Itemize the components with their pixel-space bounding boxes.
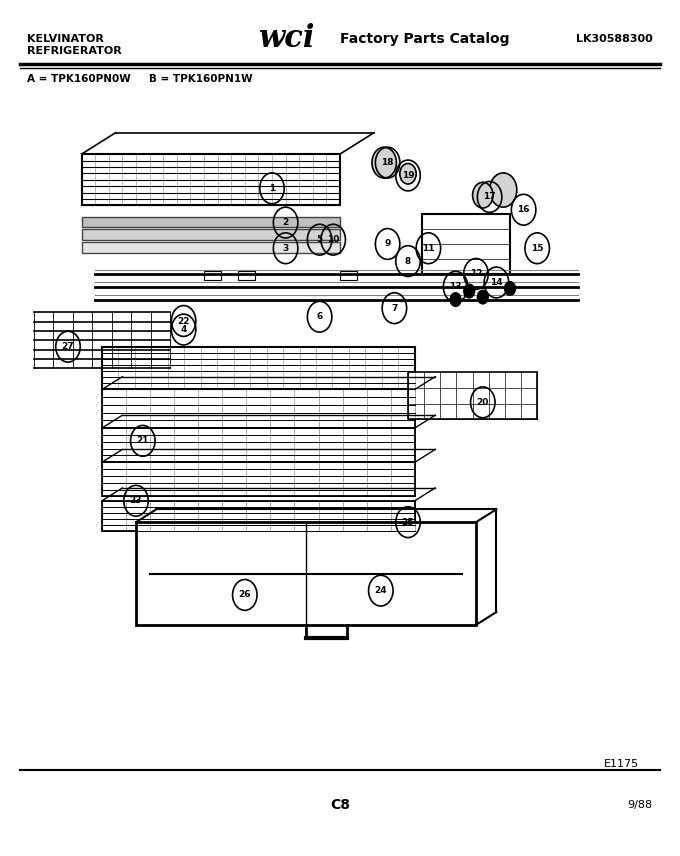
Text: 1: 1 (269, 184, 275, 193)
Text: 24: 24 (375, 586, 387, 595)
Text: 21: 21 (137, 437, 149, 445)
Bar (82, 242, 340, 253)
Bar (408, 372, 537, 419)
Text: wci: wci (258, 23, 315, 54)
Bar (82, 154, 340, 205)
Text: 9: 9 (384, 240, 391, 248)
Text: 16: 16 (517, 205, 530, 214)
Text: 6: 6 (316, 312, 323, 321)
Text: 12: 12 (470, 270, 482, 278)
Circle shape (473, 182, 493, 208)
Text: A = TPK160PN0W     B = TPK160PN1W: A = TPK160PN0W B = TPK160PN1W (27, 74, 253, 84)
Bar (82, 229, 340, 240)
Text: 2: 2 (282, 218, 289, 227)
Bar (204, 271, 221, 280)
Bar (102, 501, 415, 531)
Text: 3: 3 (282, 244, 289, 253)
Bar (102, 389, 415, 428)
Text: 15: 15 (531, 244, 543, 253)
Text: 8: 8 (405, 257, 411, 265)
Bar (422, 214, 510, 274)
Text: 9/88: 9/88 (628, 800, 653, 810)
Bar (102, 347, 415, 389)
Text: 19: 19 (402, 171, 414, 180)
Text: 13: 13 (449, 282, 462, 291)
Text: 10: 10 (327, 235, 339, 244)
Circle shape (450, 293, 461, 306)
Circle shape (477, 290, 488, 304)
Text: 4: 4 (180, 325, 187, 334)
Text: 23: 23 (130, 496, 142, 505)
Text: 17: 17 (483, 193, 496, 201)
Text: E1175: E1175 (604, 758, 639, 769)
Circle shape (490, 173, 517, 207)
Text: Factory Parts Catalog: Factory Parts Catalog (340, 32, 509, 45)
Text: 11: 11 (422, 244, 435, 253)
Circle shape (400, 163, 416, 184)
Text: LK30588300: LK30588300 (576, 33, 653, 44)
Text: 22: 22 (177, 317, 190, 325)
Text: C8: C8 (330, 798, 350, 811)
Text: 20: 20 (477, 398, 489, 407)
Text: 7: 7 (391, 304, 398, 312)
Text: REFRIGERATOR: REFRIGERATOR (27, 45, 122, 56)
Text: 18: 18 (381, 158, 394, 167)
Bar (102, 428, 415, 462)
Text: KELVINATOR: KELVINATOR (27, 33, 104, 44)
Bar (82, 217, 340, 227)
Circle shape (372, 147, 396, 178)
Text: 27: 27 (62, 342, 74, 351)
Circle shape (505, 282, 515, 295)
Bar (238, 271, 255, 280)
Text: 5: 5 (316, 235, 323, 244)
Bar (136, 522, 476, 625)
Circle shape (464, 284, 475, 298)
Text: 25: 25 (402, 518, 414, 526)
Bar (102, 462, 415, 496)
Text: 26: 26 (239, 591, 251, 599)
Bar (340, 271, 357, 280)
Text: 14: 14 (490, 278, 503, 287)
